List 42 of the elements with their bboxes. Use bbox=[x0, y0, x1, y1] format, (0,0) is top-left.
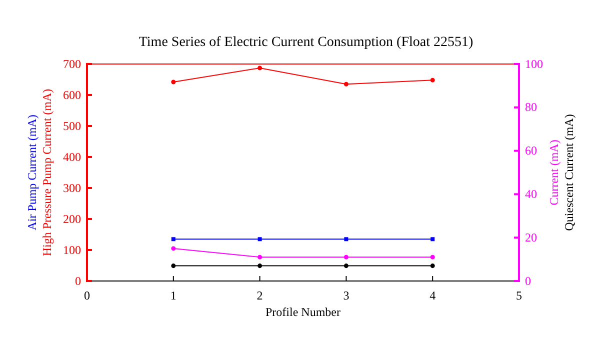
x-tick-label: 5 bbox=[516, 288, 522, 303]
y-tick-label: 500 bbox=[63, 118, 81, 133]
y2-tick-label: 60 bbox=[525, 144, 537, 158]
point bbox=[171, 80, 176, 84]
point bbox=[430, 237, 435, 242]
y-tick-label: 600 bbox=[63, 88, 81, 102]
point bbox=[258, 254, 262, 260]
y-tick-label: 100 bbox=[63, 242, 81, 257]
chart-title: Time Series of Electric Current Consumption (Float 22551) bbox=[138, 35, 474, 50]
y-tick-label: 400 bbox=[63, 150, 81, 164]
point bbox=[171, 264, 176, 268]
x-tick-label: 4 bbox=[430, 288, 436, 303]
x-tick-label: 2 bbox=[256, 288, 263, 303]
point bbox=[171, 237, 176, 242]
y2-tick-label: 80 bbox=[525, 100, 537, 114]
point bbox=[430, 254, 435, 260]
point bbox=[258, 237, 262, 242]
point bbox=[344, 254, 348, 260]
point bbox=[258, 264, 262, 268]
x-axis-title: Profile Number bbox=[266, 305, 340, 319]
y-axis-title: High Pressure Pump Current (mA) bbox=[40, 88, 54, 256]
point bbox=[430, 78, 435, 82]
y-tick-label: 700 bbox=[63, 56, 81, 71]
point bbox=[430, 264, 435, 268]
x-tick-label: 1 bbox=[170, 288, 176, 303]
text: Air Pump Current (mA) bbox=[25, 114, 39, 230]
point bbox=[258, 66, 262, 70]
y-tick-label: 0 bbox=[75, 274, 81, 288]
y2-tick-label: 40 bbox=[525, 187, 537, 202]
point bbox=[344, 237, 348, 242]
point bbox=[344, 264, 348, 268]
x-tick-label: 0 bbox=[84, 288, 90, 303]
text: Quiescent Current (mA) bbox=[562, 114, 576, 231]
point bbox=[344, 82, 348, 86]
y-tick-label: 200 bbox=[63, 212, 81, 226]
y2-tick-label: 20 bbox=[525, 230, 537, 244]
point bbox=[171, 246, 176, 251]
y2-tick-label: 0 bbox=[525, 274, 531, 288]
y2-tick-label: 100 bbox=[525, 56, 543, 71]
y-tick-label: 300 bbox=[63, 180, 81, 195]
y2-axis-title: Current (mA) bbox=[547, 140, 561, 206]
x-tick-label: 3 bbox=[343, 288, 350, 303]
